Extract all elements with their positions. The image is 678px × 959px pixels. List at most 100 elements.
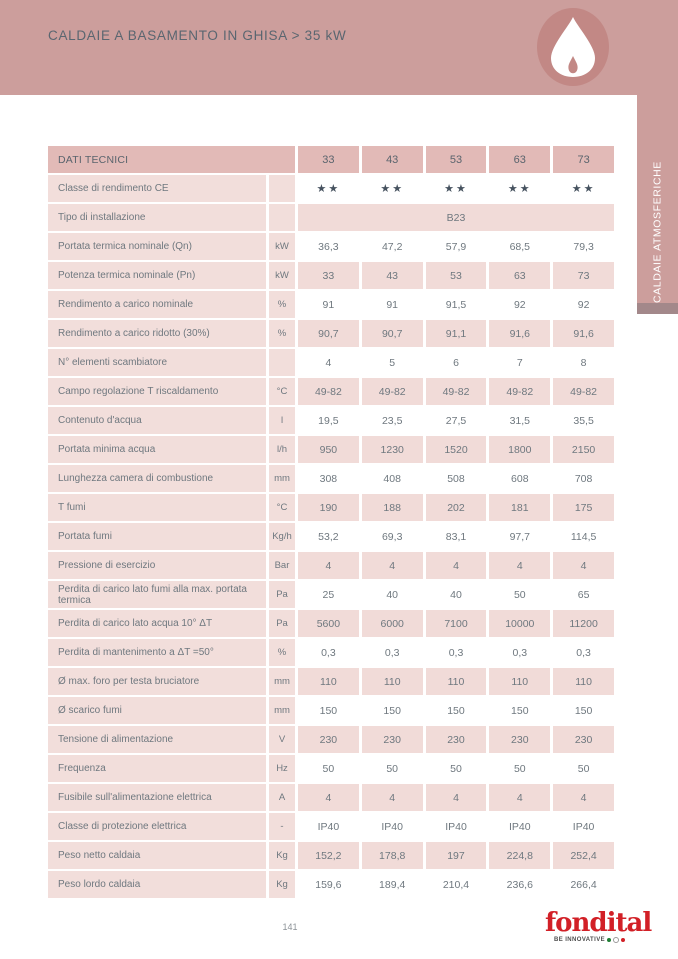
row-value: 150: [425, 697, 487, 724]
row-value: 178,8: [361, 842, 423, 869]
table-row: Perdita di mantenimento a ΔT =50°% 0,3 0,3…: [48, 639, 614, 666]
row-value: 19,5: [298, 407, 359, 434]
row-value: 236,6: [489, 871, 551, 898]
row-value: 230: [553, 726, 614, 753]
row-value: 6: [425, 349, 487, 376]
row-value: 4: [553, 784, 614, 811]
row-label: Potenza termica nominale (Pn): [48, 262, 266, 289]
row-value: IP40: [425, 813, 487, 840]
table-row: T fumi °C 190 188 202 181 175: [48, 494, 614, 521]
row-value: ★★: [298, 175, 359, 202]
column-header-43: 43: [361, 146, 423, 173]
table-row: Classe di rendimento CE ★★ ★★ ★★ ★★ ★★: [48, 175, 614, 202]
row-value: 40: [425, 581, 487, 608]
row-unit: °C: [269, 378, 295, 405]
row-label: Perdita di carico lato fumi alla max. po…: [48, 581, 266, 608]
table-row: Rendimento a carico nominale% 91 91 91,5 92 9…: [48, 291, 614, 318]
row-value: 50: [489, 755, 551, 782]
row-label: Contenuto d'acqua: [48, 407, 266, 434]
row-value: 4: [489, 784, 551, 811]
row-value: 33: [298, 262, 359, 289]
table-row: Fusibile sull'alimentazione elettrica A 4 4…: [48, 784, 614, 811]
row-value: 0,3: [298, 639, 359, 666]
row-value: 110: [425, 668, 487, 695]
row-unit: mm: [269, 668, 295, 695]
table-row: Campo regolazione T riscaldamento °C 49-82…: [48, 378, 614, 405]
row-unit: V: [269, 726, 295, 753]
row-unit: mm: [269, 697, 295, 724]
page-title: CALDAIE A BASAMENTO IN GHISA > 35 kW: [48, 28, 347, 43]
efficiency-stars: ★★: [444, 183, 468, 195]
row-value: 0,3: [425, 639, 487, 666]
row-label: Campo regolazione T riscaldamento: [48, 378, 266, 405]
row-unit: Hz: [269, 755, 295, 782]
row-label: Perdita di carico lato acqua 10° ΔT: [48, 610, 266, 637]
row-value: 43: [361, 262, 423, 289]
row-value: 11200: [553, 610, 614, 637]
row-value: 308: [298, 465, 359, 492]
row-value: 181: [489, 494, 551, 521]
row-value: 150: [298, 697, 359, 724]
column-header-53: 53: [425, 146, 487, 173]
row-value: 31,5: [489, 407, 551, 434]
row-value: 91,1: [425, 320, 487, 347]
row-value: 57,9: [425, 233, 487, 260]
table-row: Peso netto caldaia Kg 152,2 178,8 197 224,8 25…: [48, 842, 614, 869]
row-value: 4: [425, 552, 487, 579]
row-label: Portata termica nominale (Qn): [48, 233, 266, 260]
row-value: 4: [553, 552, 614, 579]
row-value: IP40: [489, 813, 551, 840]
header-band: CALDAIE A BASAMENTO IN GHISA > 35 kW: [0, 0, 678, 95]
row-unit: [269, 175, 295, 202]
row-value: 91,6: [553, 320, 614, 347]
table-row: Rendimento a carico ridotto (30%)% 90,7 90…: [48, 320, 614, 347]
row-unit: Pa: [269, 581, 295, 608]
row-label: Rendimento a carico nominale: [48, 291, 266, 318]
table-row: Portata minima acqua l/h 950 1230 1520 1800 21…: [48, 436, 614, 463]
row-value: 50: [553, 755, 614, 782]
table-row: N° elementi scambiatore 4 5 6 7 8: [48, 349, 614, 376]
side-tab: CALDAIE ATMOSFERICHE: [637, 0, 678, 303]
row-unit: %: [269, 639, 295, 666]
row-value: 110: [489, 668, 551, 695]
row-value: 188: [361, 494, 423, 521]
table-row: Portata fumi Kg/h 53,2 69,3 83,1 97,7 114,5: [48, 523, 614, 550]
row-value: 210,4: [425, 871, 487, 898]
row-value: 202: [425, 494, 487, 521]
brand-wordmark: fondital: [545, 908, 652, 938]
column-header-63: 63: [489, 146, 551, 173]
row-value: 230: [298, 726, 359, 753]
row-value: 230: [489, 726, 551, 753]
row-value: 53,2: [298, 523, 359, 550]
row-unit: kW: [269, 262, 295, 289]
brand-tagline: BE INNOVATIVE: [554, 937, 625, 944]
table-row: Ø max. foro per testa bruciatore mm 110 110…: [48, 668, 614, 695]
row-label: Tensione di alimentazione: [48, 726, 266, 753]
brand-tagline-text: BE INNOVATIVE: [554, 937, 605, 944]
table-row: Lunghezza camera di combustione mm 308 408 5…: [48, 465, 614, 492]
row-value: 175: [553, 494, 614, 521]
row-value: 91: [361, 291, 423, 318]
row-value: ★★: [553, 175, 614, 202]
flag-dot-red: [621, 938, 625, 943]
table-row: Tensione di alimentazione V 230 230 230 230 23…: [48, 726, 614, 753]
row-value: IP40: [298, 813, 359, 840]
row-value: 92: [553, 291, 614, 318]
row-value: 50: [489, 581, 551, 608]
row-value: 2150: [553, 436, 614, 463]
row-value: 152,2: [298, 842, 359, 869]
row-label: Classe di protezione elettrica: [48, 813, 266, 840]
row-value: 230: [361, 726, 423, 753]
row-value: 63: [489, 262, 551, 289]
row-value: 8: [553, 349, 614, 376]
row-value: 7: [489, 349, 551, 376]
row-value: 4: [489, 552, 551, 579]
row-value: 49-82: [361, 378, 423, 405]
row-unit: [269, 349, 295, 376]
column-header-33: 33: [298, 146, 359, 173]
row-value: 35,5: [553, 407, 614, 434]
row-value: IP40: [361, 813, 423, 840]
row-value: 114,5: [553, 523, 614, 550]
row-unit: Bar: [269, 552, 295, 579]
table-row: Pressione di esercizio Bar 4 4 4 4 4: [48, 552, 614, 579]
